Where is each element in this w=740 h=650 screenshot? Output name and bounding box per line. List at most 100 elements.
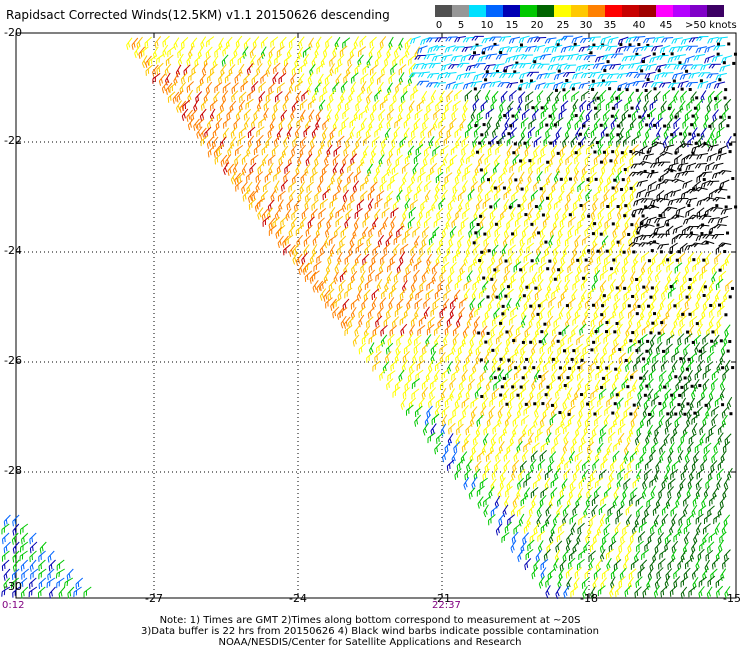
contaminated-barb	[594, 330, 598, 334]
wind-barb	[679, 478, 686, 491]
wind-barb	[676, 197, 689, 204]
wind-barb	[536, 207, 543, 220]
wind-barb	[214, 82, 223, 93]
wind-barb	[392, 198, 401, 211]
wind-barb	[424, 180, 432, 192]
contaminated-barb	[544, 393, 548, 397]
wind-barb	[567, 557, 576, 570]
contaminated-barb	[532, 366, 536, 370]
wind-barb	[607, 477, 614, 491]
wind-barb	[635, 99, 641, 113]
wind-barb	[641, 81, 654, 88]
wind-barb	[431, 262, 439, 275]
wind-barb	[278, 118, 286, 131]
wind-barb	[644, 459, 653, 471]
wind-barb	[418, 136, 426, 149]
wind-barb	[545, 397, 553, 411]
contaminated-barb	[550, 403, 554, 407]
wind-barb	[493, 189, 502, 201]
wind-barb	[38, 550, 46, 562]
wind-barb	[415, 289, 424, 300]
contaminated-barb	[593, 150, 597, 154]
wind-barb	[723, 333, 730, 346]
wind-barb	[278, 72, 287, 85]
wind-barb	[550, 523, 557, 537]
wind-barb	[673, 90, 680, 104]
wind-barb	[396, 225, 404, 238]
wind-barb	[719, 387, 726, 401]
wind-barb	[587, 523, 593, 537]
wind-barb	[324, 225, 332, 238]
wind-barb	[339, 163, 346, 176]
wind-barb	[579, 37, 592, 44]
wind-barb	[496, 297, 503, 310]
wind-barb	[450, 55, 463, 62]
wind-barb	[363, 325, 371, 338]
lat-label-26: -26	[4, 354, 22, 367]
wind-barb	[421, 234, 429, 247]
wind-barb	[459, 297, 468, 309]
wind-barb	[548, 495, 555, 509]
wind-barb	[552, 135, 561, 148]
wind-barb	[176, 100, 183, 113]
wind-barb	[277, 235, 284, 249]
contaminated-barb	[721, 403, 725, 407]
wind-barb	[665, 568, 673, 581]
contaminated-barb	[731, 366, 735, 370]
contaminated-barb	[605, 366, 609, 370]
wind-barb	[260, 46, 267, 60]
contaminated-barb	[639, 222, 643, 226]
note-line-2: 3)Data buffer is 22 hrs from 20150626 4)…	[141, 626, 599, 637]
wind-barb	[573, 577, 580, 590]
wind-barb	[229, 100, 237, 113]
wind-barb	[271, 108, 278, 122]
contaminated-barb	[650, 286, 654, 290]
wind-barb	[696, 468, 705, 480]
wind-barb	[392, 386, 401, 398]
wind-barb	[458, 199, 464, 212]
wind-barb	[341, 117, 350, 129]
wind-barb	[616, 72, 629, 79]
wind-barb	[201, 62, 208, 76]
contaminated-barb	[629, 150, 633, 154]
contaminated-barb	[608, 87, 612, 91]
wind-barb	[475, 424, 482, 438]
wind-barb	[449, 388, 455, 402]
wind-barb	[482, 197, 491, 209]
wind-barb	[517, 100, 523, 114]
wind-barb	[485, 108, 494, 120]
wind-barb	[476, 485, 485, 497]
contaminated-barb	[658, 402, 662, 406]
contaminated-barb	[591, 79, 595, 83]
contaminated-barb	[480, 394, 484, 398]
wind-barb	[713, 513, 722, 525]
wind-barb	[527, 198, 536, 210]
wind-barb	[560, 81, 572, 89]
colorbar-label: 10	[480, 20, 494, 31]
wind-barb	[636, 170, 650, 176]
wind-barb	[647, 181, 657, 191]
wind-barb	[643, 37, 655, 44]
wind-barb	[308, 109, 315, 123]
wind-barb	[371, 252, 379, 265]
contaminated-barb	[479, 168, 483, 172]
wind-barb	[473, 72, 484, 81]
wind-barb	[574, 451, 584, 462]
wind-barb	[687, 288, 694, 301]
wind-barb	[646, 171, 659, 179]
contaminated-barb	[703, 285, 707, 289]
wind-barb	[434, 37, 448, 43]
wind-barb	[560, 45, 572, 53]
wind-barb	[527, 539, 535, 552]
wind-barb	[473, 316, 481, 329]
wind-barb	[689, 397, 696, 411]
wind-barb	[580, 278, 588, 291]
wind-barb	[207, 145, 215, 158]
wind-barb	[374, 351, 382, 363]
contaminated-barb	[499, 357, 503, 361]
contaminated-barb	[647, 259, 651, 263]
wind-barb	[225, 36, 233, 49]
wind-barb	[583, 505, 590, 518]
wind-barb	[657, 523, 665, 536]
wind-barb	[659, 45, 671, 54]
